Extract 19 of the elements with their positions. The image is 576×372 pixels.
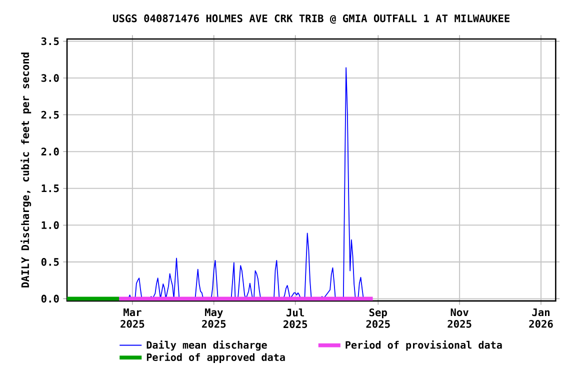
- x-tick-label: Sep 2025: [366, 308, 390, 328]
- x-tick-label: May 2025: [202, 308, 226, 328]
- legend-label: Period of approved data: [146, 352, 285, 364]
- chart-title: USGS 040871476 HOLMES AVE CRK TRIB @ GMIA OUTFALL 1 AT MILWAUKEE: [113, 14, 510, 24]
- y-axis-title: DAILY Discharge, cubic feet per second: [20, 52, 32, 288]
- y-tick-label: 1.0: [42, 221, 59, 230]
- x-tick-label: Mar 2025: [120, 308, 144, 328]
- y-tick-label: 3.0: [41, 74, 59, 82]
- y-tick-label: 3.5: [41, 38, 59, 46]
- y-tick-label: 0.0: [41, 295, 59, 303]
- legend-label: Daily mean discharge: [146, 340, 267, 351]
- x-tick-label: Jan 2026: [529, 308, 553, 328]
- y-tick-label: 2.5: [41, 111, 59, 119]
- y-tick-label: 1.5: [42, 184, 59, 192]
- y-tick-label: 2.0: [41, 148, 59, 156]
- y-tick-label: 0.5: [41, 258, 59, 266]
- x-tick-label: Jul 2025: [283, 308, 308, 328]
- x-tick-label: Nov 2025: [448, 308, 472, 328]
- legend-label: Period of provisional data: [346, 340, 502, 351]
